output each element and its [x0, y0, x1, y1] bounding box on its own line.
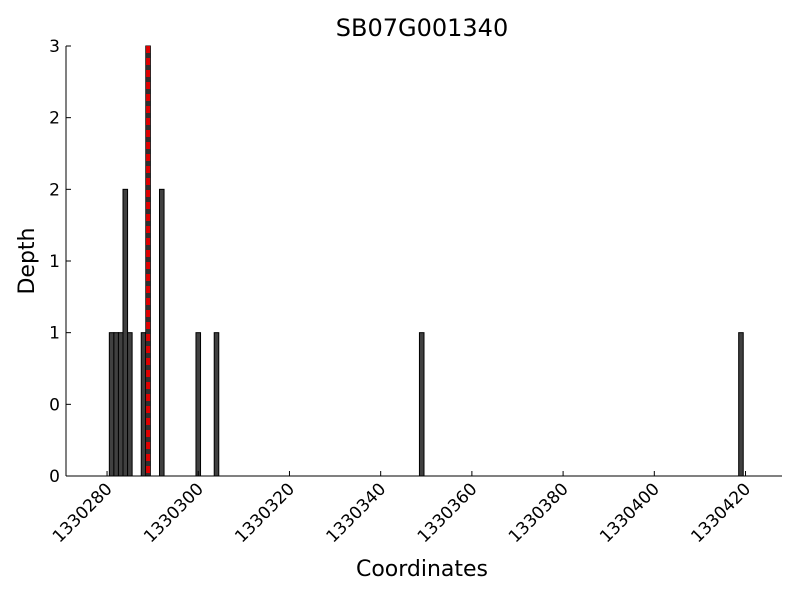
x-tick-label-2: 1330320	[231, 479, 299, 547]
bars-group	[108, 45, 744, 477]
y-tick-label-6: 3	[49, 37, 60, 57]
x-tick-label-7: 1330420	[687, 479, 755, 547]
bar-0	[108, 332, 115, 477]
y-tick-label-3: 1	[49, 252, 60, 272]
chart-title: SB07G001340	[336, 14, 508, 42]
y-tick-label-4: 2	[49, 180, 60, 200]
bar-1	[113, 332, 119, 477]
bar-5	[140, 332, 147, 477]
x-tick-label-0: 1330280	[49, 479, 117, 547]
x-tick-label-6: 1330400	[596, 479, 664, 547]
x-tick-label-1: 1330300	[140, 479, 208, 547]
y-tick-label-2: 1	[49, 324, 60, 344]
bar-8	[195, 332, 202, 477]
bar-3	[122, 188, 129, 477]
bar-11	[738, 332, 744, 477]
x-tick-label-3: 1330340	[323, 479, 391, 547]
bar-2	[117, 332, 124, 477]
bar-9	[213, 332, 220, 477]
bar-7	[158, 188, 165, 477]
axes-group: 1330280 1330300 1330320 1330340 1330360 13303…	[49, 37, 782, 547]
y-tick-label-5: 2	[49, 109, 60, 129]
y-tick-label-0: 0	[49, 467, 60, 487]
y-axis-label: Depth	[15, 227, 40, 294]
x-tick-label-5: 1330380	[505, 479, 573, 547]
bar-10	[418, 332, 425, 477]
bar-4	[127, 332, 133, 477]
x-axis-label: Coordinates	[356, 557, 488, 582]
y-tick-label-1: 0	[49, 395, 60, 415]
x-tick-label-4: 1330360	[414, 479, 482, 547]
